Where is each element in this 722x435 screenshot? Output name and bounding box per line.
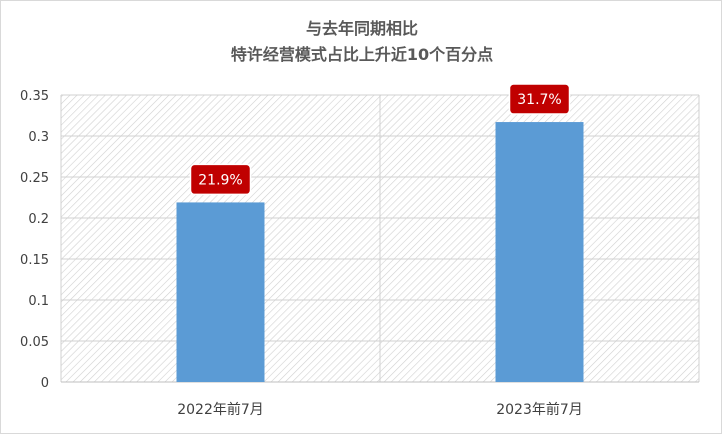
y-tick-label: 0.2 bbox=[28, 212, 49, 227]
y-tick-label: 0.05 bbox=[20, 335, 49, 350]
data-labels: 21.9% 31.7% bbox=[189, 83, 571, 196]
gridlines bbox=[60, 94, 700, 382]
chart-title-line-1: 与去年同期相比 bbox=[306, 19, 418, 38]
data-label-box bbox=[508, 83, 571, 115]
y-tick-label: 0.15 bbox=[20, 253, 49, 268]
y-tick-label: 0.1 bbox=[28, 294, 49, 309]
x-tick-label: 2023年前7月 bbox=[496, 401, 583, 418]
y-tick-label: 0.25 bbox=[20, 171, 49, 186]
bar bbox=[176, 202, 265, 382]
data-label: 21.9% bbox=[198, 172, 242, 188]
bars bbox=[176, 122, 584, 382]
axes: 0 0.05 0.1 0.15 0.2 0.25 0.3 0.35 2022年前7月 2023年前… bbox=[20, 89, 699, 418]
y-tick-label: 0.3 bbox=[28, 130, 49, 145]
y-tick-label: 0.35 bbox=[20, 89, 49, 104]
y-tick-label: 0 bbox=[41, 376, 49, 391]
bar bbox=[495, 122, 584, 382]
chart-title-line-2: 特许经营模式占比上升近10个百分点 bbox=[231, 45, 493, 64]
data-label: 31.7% bbox=[517, 92, 561, 108]
data-label-box bbox=[189, 163, 252, 196]
x-tick-label: 2022年前7月 bbox=[177, 401, 264, 418]
